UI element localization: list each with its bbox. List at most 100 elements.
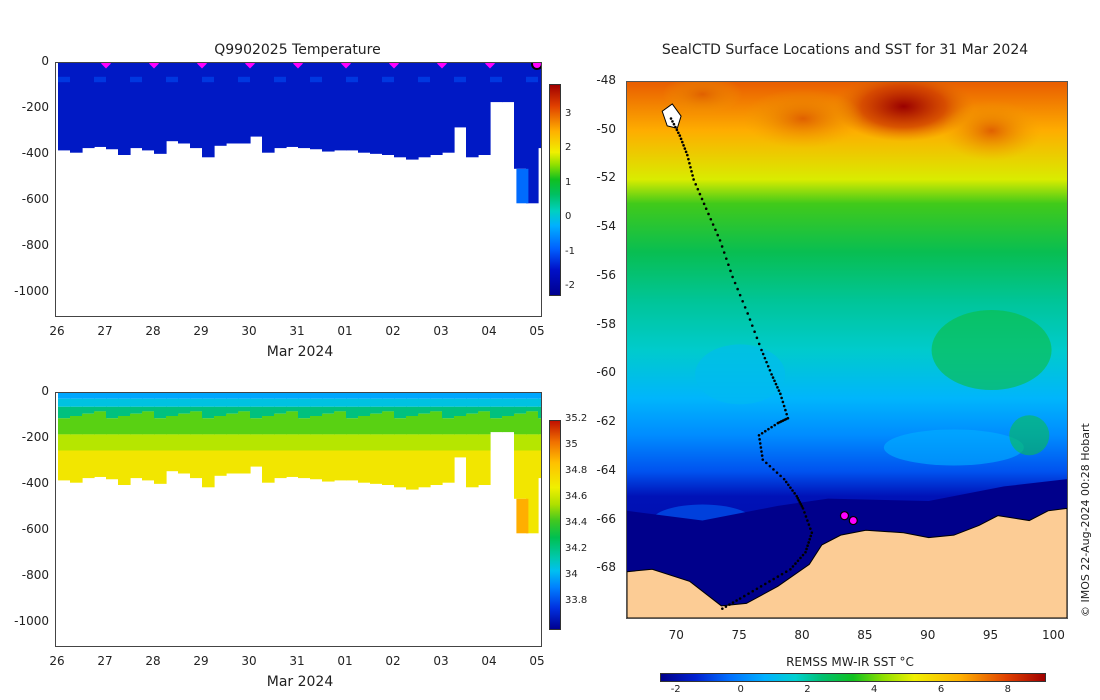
temperature-y-tick: -1000 <box>14 284 49 298</box>
salinity-cell <box>166 434 179 451</box>
salinity-cell <box>346 406 359 419</box>
salinity-cell <box>370 434 383 451</box>
salinity-cell <box>418 406 431 414</box>
temperature-plot <box>55 62 542 317</box>
salinity-cell <box>322 450 335 482</box>
salinity-cell <box>130 398 143 407</box>
sst-colorbar-tick: 8 <box>1004 684 1011 695</box>
salinity-cell <box>502 416 515 433</box>
salinity-cell <box>274 406 287 414</box>
salinity-cell <box>454 393 467 399</box>
salinity-cell <box>310 398 323 407</box>
salinity-cell <box>370 398 383 407</box>
salinity-cell <box>514 413 527 435</box>
seal-track-point <box>807 523 811 526</box>
seal-track-point <box>688 161 691 165</box>
seal-track-point <box>738 597 742 600</box>
salinity-cell <box>358 434 371 451</box>
salinity-y-tick: 0 <box>41 384 49 398</box>
sst-map-canvas <box>627 82 1067 618</box>
salinity-cell <box>250 450 263 467</box>
salinity-cell <box>490 393 503 399</box>
seal-track-point <box>796 496 800 500</box>
temperature-x-tick: 31 <box>289 324 305 338</box>
temperature-profile-column <box>538 63 541 149</box>
map-y-tick: -68 <box>596 560 616 575</box>
temperature-profile-column <box>382 63 395 155</box>
seal-track-point <box>694 183 698 186</box>
temperature-profile-column <box>346 63 359 151</box>
temperature-profile-column <box>118 63 131 155</box>
salinity-x-tick: 05 <box>529 654 545 668</box>
seal-track-point <box>736 287 739 291</box>
salinity-cell <box>490 398 503 407</box>
sst-warm-patch <box>833 82 974 142</box>
salinity-cell <box>514 450 527 499</box>
salinity-cell <box>502 406 515 416</box>
salinity-cell <box>130 413 143 435</box>
salinity-cell <box>154 393 167 399</box>
salinity-cell <box>394 418 407 435</box>
seal-track-point <box>772 468 775 471</box>
temperature-profile-column <box>178 63 191 144</box>
sst-colorbar-tick: 2 <box>804 684 811 695</box>
seal-track-point <box>702 202 706 206</box>
temperature-profile-column <box>466 63 479 158</box>
temperature-profile-column <box>298 63 311 149</box>
salinity-cell <box>394 406 407 419</box>
salinity-cell <box>382 393 395 399</box>
salinity-cell <box>142 398 155 407</box>
salinity-cell <box>490 418 503 433</box>
temperature-cell <box>58 76 70 83</box>
salinity-cell <box>538 398 541 407</box>
temperature-profile-column <box>430 63 443 155</box>
seal-track-point <box>775 471 779 474</box>
salinity-x-tick: 03 <box>433 654 449 668</box>
salinity-cell <box>250 406 263 419</box>
salinity-cell <box>106 418 119 435</box>
temperature-profile-column <box>274 63 287 149</box>
seal-track-point <box>784 480 788 484</box>
salinity-cell <box>310 393 323 399</box>
seal-track-point <box>798 500 802 504</box>
salinity-cell <box>130 406 143 414</box>
temperature-y-tick: -800 <box>21 238 49 252</box>
seal-track-point <box>759 585 763 588</box>
sst-colorbar <box>660 673 1046 682</box>
salinity-cell <box>394 398 407 407</box>
salinity-cell <box>478 434 491 451</box>
salinity-cell <box>58 418 71 435</box>
temperature-x-tick: 30 <box>241 324 257 338</box>
seal-track-point <box>725 257 728 260</box>
temperature-profile-column <box>82 63 95 149</box>
map-x-tick: 90 <box>920 628 936 642</box>
seal-track-point <box>729 269 732 273</box>
seal-track-point <box>767 427 770 431</box>
seal-track-point <box>761 458 765 461</box>
salinity-cell <box>154 406 167 419</box>
salinity-cell <box>106 393 119 399</box>
temperature-cell <box>166 76 178 83</box>
salinity-x-tick: 27 <box>97 654 113 668</box>
seal-track-point <box>758 442 762 445</box>
salinity-cell <box>382 450 395 485</box>
salinity-cell <box>274 398 287 407</box>
salinity-cell <box>502 398 515 407</box>
temperature-x-tick: 27 <box>97 324 113 338</box>
seal-track-point <box>799 556 802 560</box>
seal-track-point <box>750 324 754 327</box>
temperature-cell <box>94 76 106 83</box>
salinity-cell <box>82 393 95 399</box>
seal-track-point <box>784 570 788 574</box>
salinity-cell <box>454 450 467 458</box>
seal-track-point <box>684 150 688 154</box>
sst-colorbar-tick: 4 <box>871 684 878 695</box>
seal-track-point <box>751 589 755 593</box>
salinity-cell <box>166 416 179 435</box>
map-credit: © IMOS 22-Aug-2024 00:28 Hobart <box>1079 423 1092 617</box>
seal-track-point <box>714 228 717 232</box>
salinity-y-tick: -600 <box>21 522 49 536</box>
seal-track-point <box>809 527 812 530</box>
seal-track-point <box>765 461 768 465</box>
salinity-cell <box>358 416 371 435</box>
